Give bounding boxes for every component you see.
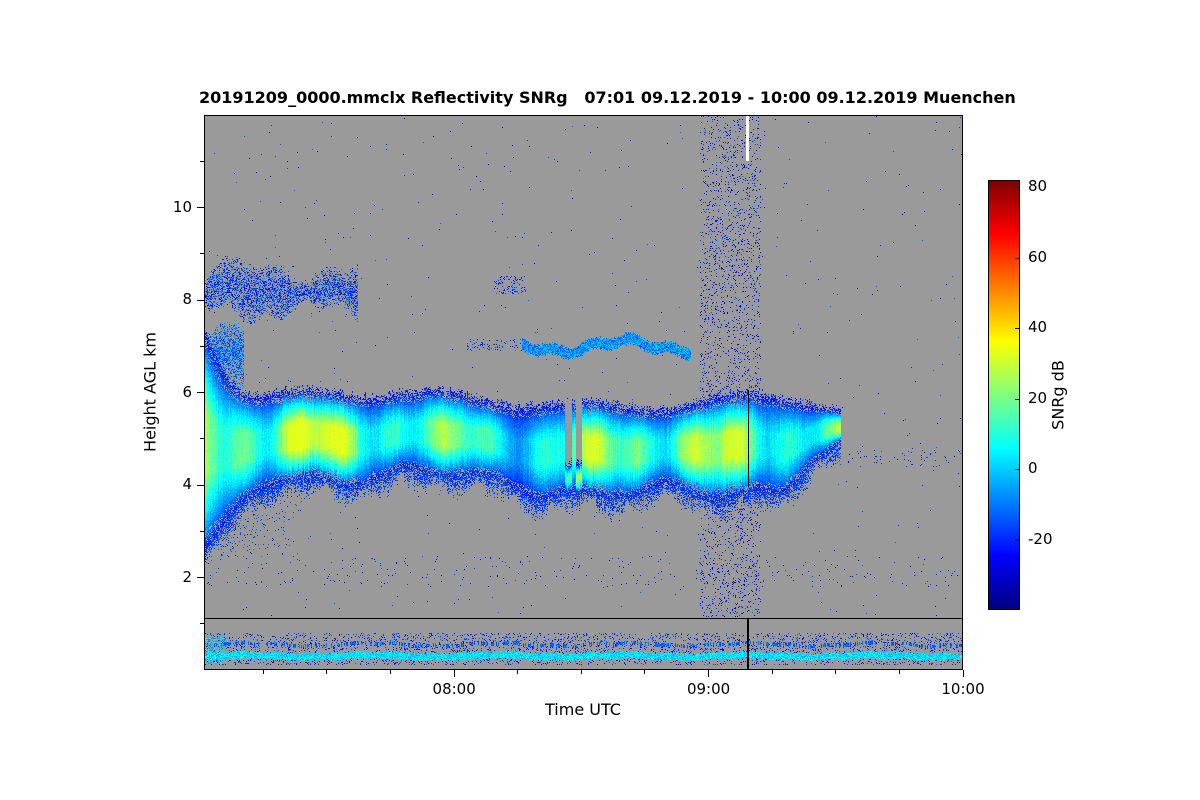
colorbar-tick-label: 20: [1028, 388, 1048, 407]
y-tick: [197, 392, 204, 393]
x-minor-tick: [898, 670, 900, 674]
colorbar-tick-label: 40: [1028, 318, 1048, 337]
heatmap-plot-canvas: [204, 115, 963, 670]
y-minor-tick: [200, 345, 204, 347]
y-tick-label: 8: [182, 290, 192, 308]
x-minor-tick: [644, 670, 646, 674]
plot-title: 20191209_0000.mmclx Reflectivity SNRg 07…: [199, 88, 1016, 107]
y-minor-tick: [200, 438, 204, 440]
x-axis-label: Time UTC: [545, 700, 621, 719]
x-tick: [453, 670, 455, 677]
y-tick: [197, 207, 204, 208]
y-minor-tick: [200, 160, 204, 162]
colorbar-tick-label: 60: [1028, 247, 1048, 266]
x-minor-tick: [835, 670, 837, 674]
y-minor-tick: [200, 253, 204, 255]
y-tick-label: 6: [182, 382, 192, 401]
y-tick-label: 10: [172, 197, 192, 216]
y-minor-tick: [200, 623, 204, 625]
y-tick: [197, 577, 204, 578]
x-tick: [708, 670, 710, 677]
x-minor-tick: [390, 670, 392, 674]
y-tick: [197, 299, 204, 301]
colorbar-canvas: [988, 180, 1020, 610]
colorbar-tick-label: 80: [1028, 177, 1048, 196]
y-tick-label: 2: [182, 567, 192, 586]
x-minor-tick: [326, 670, 328, 674]
x-minor-tick: [262, 670, 264, 674]
x-tick-label: 09:00: [686, 680, 731, 698]
x-tick-label: 10:00: [941, 680, 985, 698]
x-tick-label: 08:00: [432, 680, 476, 698]
colorbar-tick-label: -20: [1028, 529, 1053, 548]
x-minor-tick: [517, 670, 519, 674]
y-tick-label: 4: [182, 475, 192, 493]
colorbar-tick-label: 0: [1028, 459, 1038, 478]
colorbar-label: SNRg dB: [1048, 360, 1068, 430]
x-minor-tick: [771, 670, 773, 674]
x-tick: [962, 670, 964, 677]
y-tick: [197, 484, 204, 486]
x-minor-tick: [580, 670, 582, 674]
y-minor-tick: [200, 530, 204, 532]
